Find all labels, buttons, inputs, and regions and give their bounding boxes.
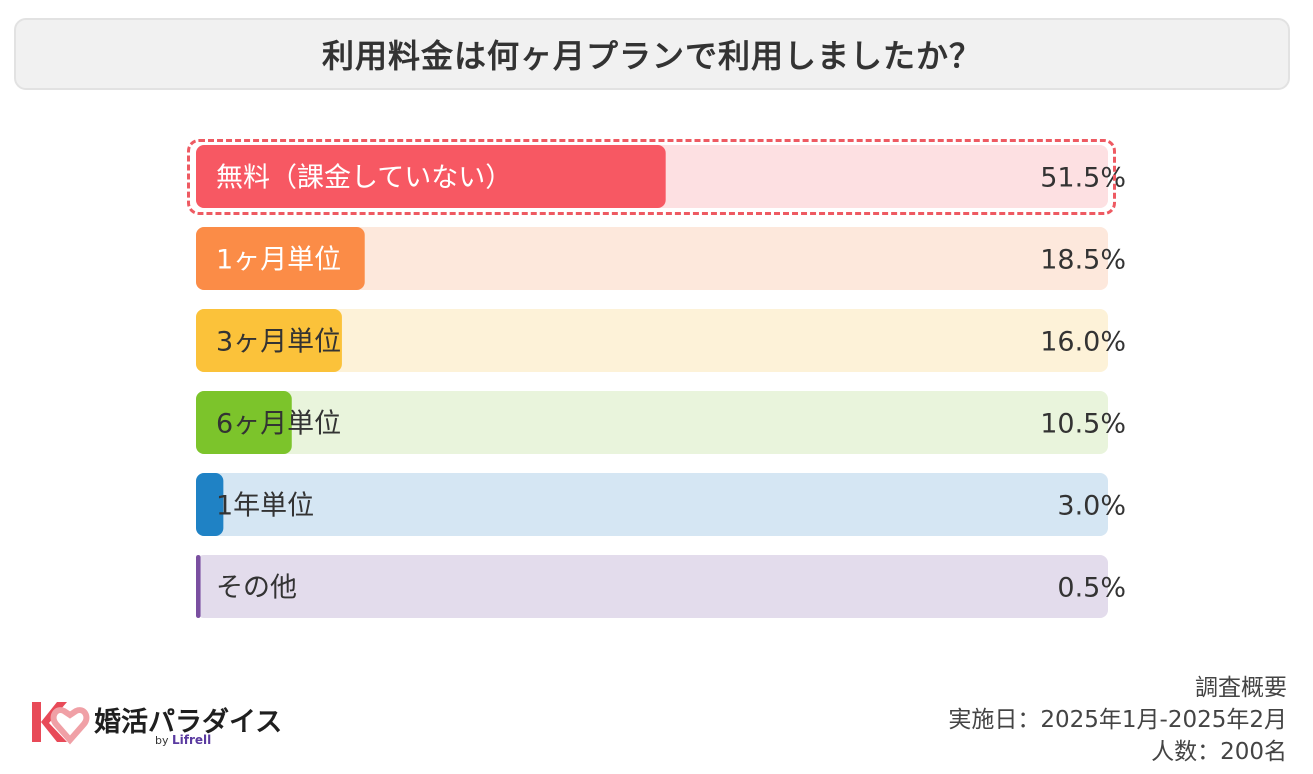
bar-track [196,555,1108,618]
bar-label: 3ヶ月単位 [216,327,341,358]
bar [196,309,342,372]
title-box: 利用料金は何ヶ月プランで利用しましたか？ [14,18,1290,90]
bar-track [196,391,1108,454]
bar-value-label: 10.5% [1040,409,1126,440]
bar-label: 1ヶ月単位 [216,245,341,276]
bar-chart: 無料（課金していない） 51.5% 1ヶ月単位 18.5% 3ヶ月単位 16.0% 6ヶ月単… [196,145,1126,618]
brand-logo: 婚活パラダイス by Lifrell [30,696,283,752]
survey-summary: 調査概要 実施日：2025年1月-2025年2月 人数：200名 [948,672,1287,768]
bar-track [196,473,1108,536]
bar-value-label: 18.5% [1040,245,1126,276]
bar-value-label: 0.5% [1057,573,1126,604]
bar-value-label: 3.0% [1057,491,1126,522]
survey-period: 実施日：2025年1月-2025年2月 [948,707,1287,733]
bar [196,227,365,290]
chart-title: 利用料金は何ヶ月プランで利用しましたか？ [321,37,982,75]
logo-name: 婚活パラダイス [94,707,283,738]
bar-label: 1年単位 [216,491,314,522]
logo-brand: Lifrell [172,733,212,747]
kp-heart-logo-icon [32,702,90,745]
survey-count: 人数：200名 [1151,739,1287,765]
bar-track [196,309,1108,372]
bar-value-label: 16.0% [1040,327,1126,358]
highlight-dashed-frame [187,139,1116,215]
bar-label: 無料（課金していない） [216,163,512,194]
bar-label: 6ヶ月単位 [216,409,341,440]
logo-byline: by Lifrell [155,733,211,747]
bar-value-label: 51.5% [1040,163,1126,194]
bar-track [196,227,1108,290]
logo-by-text: by [155,734,169,747]
bar [196,473,224,536]
bar [196,391,292,454]
bar [196,555,201,618]
bar [196,145,666,208]
bar-label: その他 [216,573,297,604]
survey-heading: 調査概要 [1195,675,1287,701]
